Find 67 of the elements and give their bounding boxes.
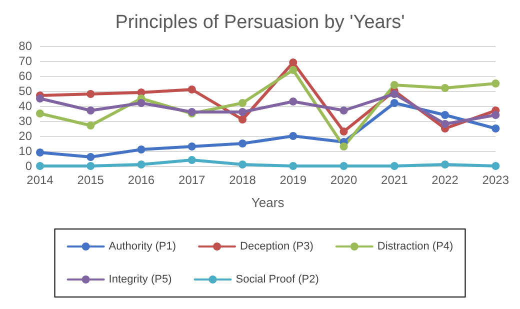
point — [441, 120, 450, 128]
point — [289, 162, 298, 170]
point — [390, 81, 398, 89]
x-tick-label: 2022 — [432, 173, 459, 187]
legend-label: Distraction (P4) — [377, 240, 454, 252]
point — [390, 90, 398, 98]
point — [492, 111, 500, 119]
point — [36, 94, 44, 102]
legend-label: Authority (P1) — [108, 240, 176, 252]
y-tick-label: 50 — [18, 84, 32, 98]
point — [238, 160, 247, 168]
x-axis-title: Years — [251, 195, 285, 210]
y-tick-label: 70 — [18, 54, 32, 68]
point — [289, 66, 298, 74]
x-tick-label: 2016 — [128, 173, 155, 187]
x-tick-label: 2021 — [381, 173, 408, 187]
x-tick-label: 2023 — [482, 173, 510, 187]
point — [238, 116, 247, 124]
point — [137, 146, 146, 154]
point — [86, 106, 95, 114]
y-tick-label: 40 — [18, 99, 32, 113]
legend-label: Social Proof (P2) — [236, 274, 319, 286]
x-tick-label: 2017 — [178, 173, 206, 187]
chart-title: Principles of Persuasion by 'Years' — [115, 12, 405, 33]
x-tick-label: 2018 — [229, 173, 256, 187]
point — [492, 162, 500, 170]
x-tick-label: 2019 — [280, 173, 307, 187]
legend-label: Deception (P3) — [240, 240, 314, 252]
x-tick-label: 2015 — [77, 173, 104, 187]
point — [289, 98, 298, 106]
point — [441, 160, 450, 168]
y-tick-label: 80 — [18, 39, 32, 53]
x-tick-label: 2014 — [26, 173, 54, 187]
point — [441, 111, 450, 119]
point — [188, 86, 196, 94]
point — [36, 148, 44, 156]
point — [390, 162, 398, 170]
point — [340, 106, 348, 114]
point — [137, 160, 146, 168]
point — [36, 110, 44, 118]
y-tick-label: 20 — [18, 129, 32, 143]
y-tick-label: 30 — [18, 114, 32, 128]
point — [36, 162, 44, 170]
point — [340, 128, 348, 136]
x-tick-label: 2020 — [330, 173, 358, 187]
y-tick-label: 60 — [18, 69, 32, 83]
point — [86, 122, 95, 130]
point — [390, 99, 398, 107]
point — [86, 90, 95, 98]
point — [86, 162, 95, 170]
y-tick-label: 0 — [25, 159, 32, 173]
point — [238, 108, 247, 116]
y-tick-label: 10 — [18, 144, 32, 158]
point — [238, 99, 247, 107]
point — [238, 140, 247, 148]
point — [289, 58, 298, 66]
point — [340, 142, 348, 150]
point — [137, 99, 146, 107]
point — [492, 80, 500, 88]
point — [340, 162, 348, 170]
legend-label: Integrity (P5) — [108, 274, 172, 286]
point — [289, 132, 298, 140]
point — [86, 153, 95, 161]
point — [492, 124, 500, 132]
point — [441, 84, 450, 92]
point — [188, 142, 196, 150]
point — [188, 156, 196, 164]
